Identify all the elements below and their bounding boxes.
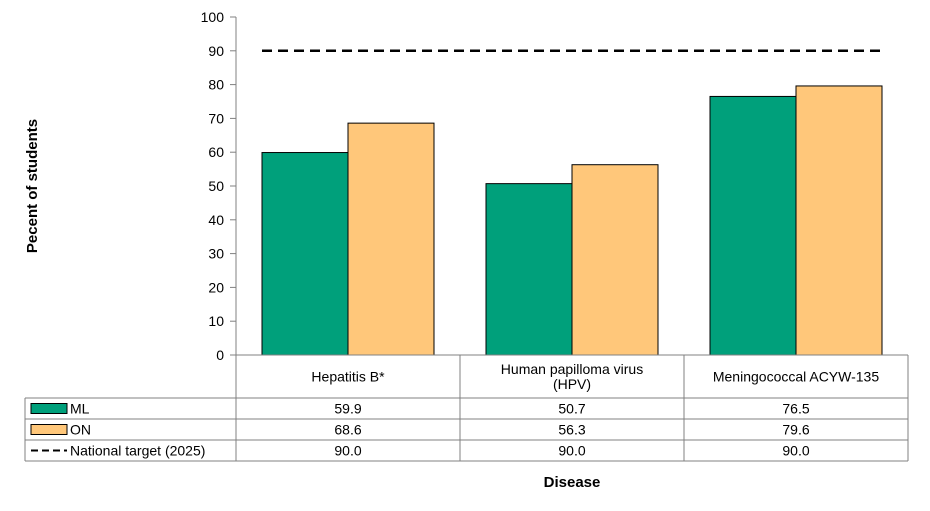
table-value: 56.3 xyxy=(558,422,585,438)
y-tick-label: 70 xyxy=(208,110,224,126)
table-value: 50.7 xyxy=(558,401,585,417)
y-axis: 0 10 20 30 40 50 60 70 80 90 100 xyxy=(201,9,237,363)
y-tick-label: 10 xyxy=(208,313,224,329)
bar-on xyxy=(571,164,659,356)
table-value: 90.0 xyxy=(558,443,585,459)
table-value: 68.6 xyxy=(334,422,361,438)
y-tick-label: 20 xyxy=(208,279,224,295)
y-axis-title: Pecent of students xyxy=(24,119,41,253)
table-value: 76.5 xyxy=(782,401,809,417)
legend-key-ml xyxy=(30,403,68,414)
category-label: Human papilloma virus xyxy=(501,361,643,377)
legend-label: ML xyxy=(70,401,90,417)
data-table: Hepatitis B* Human papilloma virus(HPV) Me… xyxy=(24,354,909,462)
y-tick-label: 30 xyxy=(208,246,224,262)
y-tick-label: 80 xyxy=(208,77,224,93)
bar-ml xyxy=(261,152,349,356)
y-tick-label: 60 xyxy=(208,144,224,160)
table-value: 90.0 xyxy=(334,443,361,459)
y-tick-label: 0 xyxy=(216,347,224,363)
y-tick-label: 100 xyxy=(201,9,225,25)
table-value: 90.0 xyxy=(782,443,809,459)
bar-ml xyxy=(485,183,573,356)
y-tick-label: 50 xyxy=(208,178,224,194)
bars xyxy=(261,85,883,356)
bar-ml xyxy=(709,95,797,356)
y-tick-label: 40 xyxy=(208,212,224,228)
category-label: Meningococcal ACYW-135 xyxy=(713,369,879,385)
bar-on xyxy=(795,85,883,356)
table-value: 79.6 xyxy=(782,422,809,438)
legend-key-on xyxy=(30,424,68,435)
category-label: Hepatitis B* xyxy=(311,369,385,385)
x-axis-title: Disease xyxy=(544,474,601,491)
legend-label: ON xyxy=(70,422,91,438)
table-value: 59.9 xyxy=(334,401,361,417)
category-label: (HPV) xyxy=(553,376,591,392)
bar-on xyxy=(347,122,435,356)
y-tick-label: 90 xyxy=(208,43,224,59)
legend-label: National target (2025) xyxy=(70,443,205,459)
